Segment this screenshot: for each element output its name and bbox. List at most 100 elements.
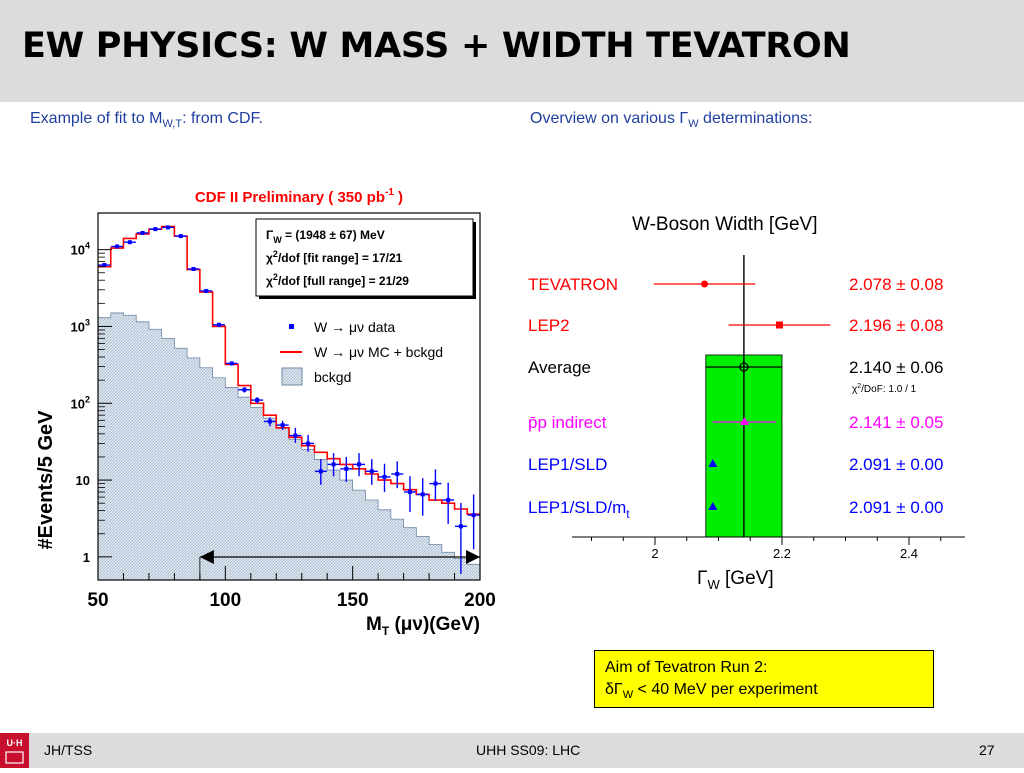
aim-box-line2-pre: δΓ — [605, 681, 623, 698]
data-marker — [102, 263, 107, 268]
legend-label-0: W → μν data — [314, 319, 395, 335]
histogram-title-end: ) — [394, 189, 403, 206]
y-axis-label: #Events/5 GeV — [35, 410, 57, 550]
legend-background-swatch — [281, 367, 303, 386]
data-point-25 — [416, 478, 429, 516]
x-axis-label: MT (μν)(GeV) — [366, 614, 480, 638]
footer-author: JH/TSS — [44, 742, 93, 758]
left-caption-post: : from CDF. — [182, 110, 263, 127]
stats-box — [255, 218, 474, 297]
y-tick-label-base: 1 — [83, 550, 90, 565]
row-value-3: 2.141 ± 0.05 — [849, 413, 943, 432]
data-point-11 — [238, 387, 251, 393]
data-marker — [357, 462, 362, 467]
comparison-x-label: ΓW [GeV] — [697, 568, 774, 592]
data-marker — [178, 234, 183, 239]
chi2-note-rest: /DoF: 1.0 / 1 — [861, 384, 916, 395]
chi2-note: χ2/DoF: 1.0 / 1 — [852, 383, 917, 395]
right-caption-text: Overview on various Γ — [530, 110, 689, 127]
x-axis-tick-label-0: 2 — [651, 546, 658, 561]
data-point-24 — [403, 476, 416, 513]
data-marker — [229, 361, 234, 366]
row-label-text: Average — [528, 358, 591, 377]
footer-course: UHH SS09: LHC — [476, 742, 581, 758]
footer-page-number: 27 — [979, 742, 995, 758]
y-tick-label-3: 103 — [71, 317, 90, 334]
row-label-text: p̄p indirect — [528, 413, 607, 432]
row-label-text: LEP1/SLD/m — [528, 498, 626, 517]
fit-range-arrow-left-head — [199, 550, 214, 564]
row-label-text: LEP2 — [528, 316, 570, 335]
data-marker — [344, 466, 349, 471]
row-marker-1 — [775, 321, 783, 329]
data-point-7 — [187, 266, 200, 271]
stats-subscript: W — [273, 235, 282, 245]
data-point-19 — [340, 456, 353, 482]
x-tick-label-2: 150 — [337, 590, 369, 611]
y-tick-label-base: 10 — [71, 243, 85, 258]
data-marker — [433, 481, 438, 486]
stats-line-0: ΓW = (1948 ± 67) MeV — [266, 228, 385, 245]
uhh-logo-icon: U·H — [0, 733, 29, 768]
row-label-text: TEVATRON — [528, 275, 618, 294]
data-point-17 — [314, 459, 327, 485]
footer — [0, 733, 1024, 768]
data-point-12 — [251, 397, 264, 404]
x-tick-label-3: 200 — [464, 590, 496, 611]
aim-box-line2-post: < 40 MeV per experiment — [633, 681, 818, 698]
stats-symbol: χ — [266, 251, 273, 265]
row-label-text: LEP1/SLD — [528, 455, 607, 474]
data-marker — [166, 225, 171, 230]
data-point-15 — [289, 427, 302, 443]
data-point-21 — [365, 459, 378, 485]
aim-box-line1: Aim of Tevatron Run 2: — [605, 659, 768, 676]
x-tick-label-0: 50 — [87, 590, 108, 611]
data-marker — [255, 398, 260, 403]
data-point-6 — [174, 234, 187, 239]
chi2-note-exponent: 2 — [857, 383, 861, 390]
data-marker — [140, 230, 145, 235]
row-label-4: LEP1/SLD — [528, 455, 607, 474]
data-point-26 — [429, 469, 442, 501]
comparison-title-main: W-Boson Width — [632, 214, 764, 235]
row-label-1: LEP2 — [528, 316, 570, 335]
y-tick-label-exponent: 3 — [85, 317, 90, 327]
data-point-18 — [327, 453, 340, 477]
data-marker — [293, 433, 298, 438]
row-value-1: 2.196 ± 0.08 — [849, 316, 943, 335]
data-point-3 — [136, 230, 149, 235]
x-tick-label-1: 100 — [209, 590, 241, 611]
row-label-subscript: t — [626, 507, 630, 521]
data-marker — [471, 513, 476, 518]
data-marker — [280, 423, 285, 428]
legend-data-marker — [289, 324, 294, 329]
stats-symbol: χ — [266, 274, 273, 288]
histogram-title-main: CDF II Preliminary ( 350 pb — [195, 189, 385, 206]
uhh-logo-seal — [5, 751, 24, 764]
stats-line-1: χ2/dof [fit range] = 17/21 — [266, 249, 403, 265]
data-marker — [420, 492, 425, 497]
data-point-10 — [225, 361, 238, 366]
histogram-title-exponent: -1 — [385, 187, 394, 198]
uhh-logo-graphic: U·H — [5, 738, 24, 764]
row-label-3: p̄p indirect — [528, 413, 607, 432]
stats-text: /dof [fit range] = 17/21 — [278, 251, 403, 265]
data-point-22 — [378, 463, 391, 492]
plot-frame — [97, 212, 481, 581]
left-caption-text: Example of fit to M — [30, 110, 163, 127]
data-point-5 — [162, 225, 175, 230]
title-bar — [0, 0, 1024, 102]
uhh-logo-text: U·H — [7, 738, 23, 748]
y-tick-label-base: 10 — [76, 473, 90, 488]
comparison-title: W-Boson Width [GeV] — [632, 214, 818, 235]
x-axis-label-sub: T — [382, 624, 390, 638]
comparison-x-label-symbol: Γ — [697, 568, 707, 589]
data-marker — [407, 489, 412, 494]
y-tick-label-4: 104 — [71, 241, 90, 258]
chi2-note-symbol: χ — [852, 384, 858, 395]
data-marker — [267, 419, 272, 424]
data-point-20 — [353, 453, 366, 477]
legend-label-1: W → μν MC + bckgd — [314, 344, 443, 360]
comparison-title-unit: [GeV] — [764, 214, 818, 235]
